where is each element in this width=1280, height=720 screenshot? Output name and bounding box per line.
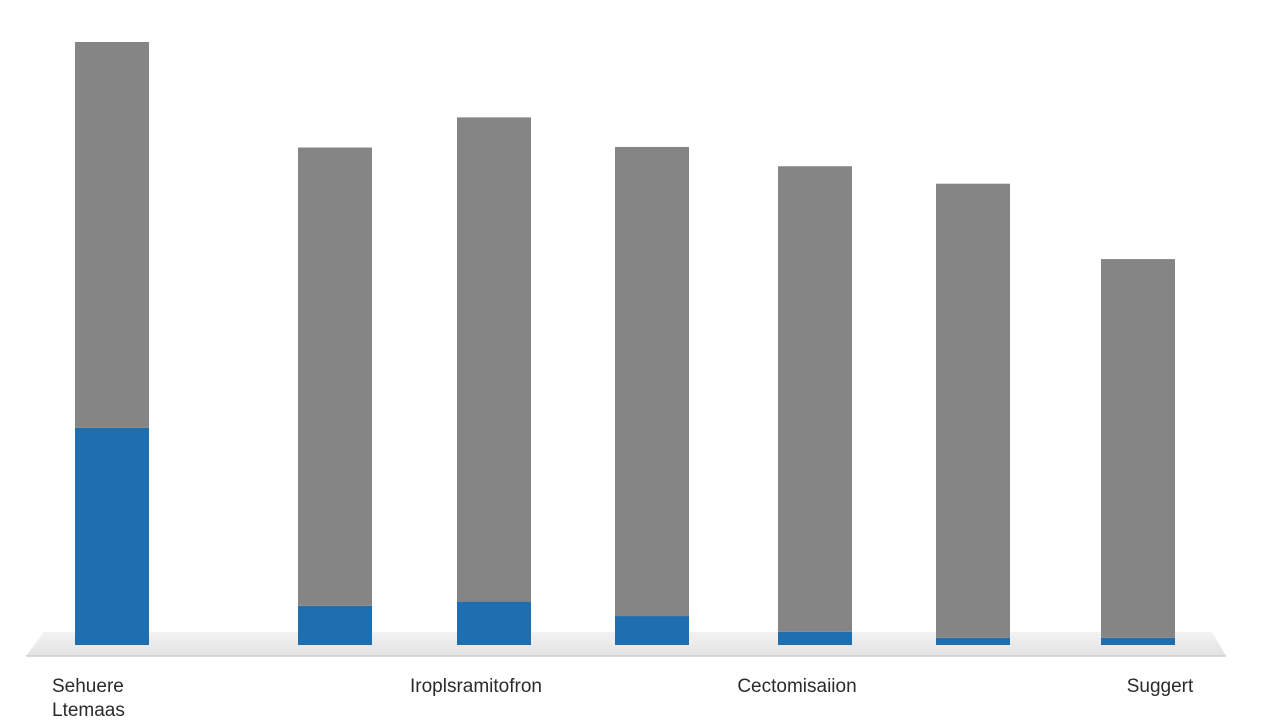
category-label-4: Suggert bbox=[1127, 676, 1194, 697]
category-label-1-line-1: Sehuere bbox=[52, 676, 124, 697]
bar-4-segment-gray bbox=[615, 146, 689, 617]
bar-2-segment-gray bbox=[298, 147, 372, 606]
category-label-3: Cectomisaiion bbox=[737, 676, 856, 697]
bar-7-segment-blue bbox=[1101, 637, 1175, 645]
category-label-2: Iroplsramitofron bbox=[410, 676, 542, 697]
bars-group bbox=[75, 42, 1175, 645]
bar-6-segment-blue bbox=[936, 637, 1010, 645]
bar-6-segment-gray bbox=[936, 183, 1010, 638]
bar-4-segment-blue bbox=[615, 616, 689, 645]
bar-5-segment-blue bbox=[778, 631, 852, 645]
bar-7-segment-gray bbox=[1101, 259, 1175, 638]
bar-2-segment-blue bbox=[298, 605, 372, 645]
bar-1-segment-blue bbox=[75, 427, 149, 645]
bar-5-segment-gray bbox=[778, 166, 852, 632]
bar-3-segment-blue bbox=[457, 601, 531, 645]
category-label-1-line-2: Ltemaas bbox=[52, 700, 125, 720]
category-labels-group: Sehuere Ltemaas Iroplsramitofron Cectomisai… bbox=[52, 676, 1194, 720]
bar-1-segment-gray bbox=[75, 42, 149, 428]
bar-3-segment-gray bbox=[457, 117, 531, 602]
